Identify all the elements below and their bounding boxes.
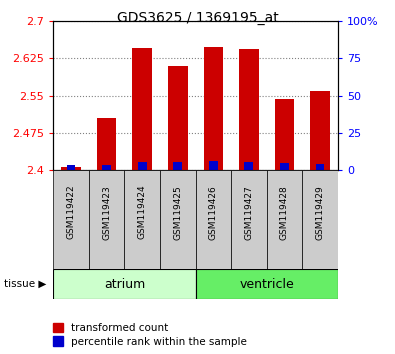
- Text: GSM119429: GSM119429: [316, 185, 324, 240]
- Bar: [53, 269, 196, 299]
- Text: GSM119427: GSM119427: [245, 185, 253, 240]
- Bar: [138, 162, 147, 170]
- Text: tissue ▶: tissue ▶: [4, 279, 46, 289]
- Text: GSM119422: GSM119422: [67, 185, 75, 239]
- Bar: [160, 170, 196, 269]
- Bar: [209, 161, 218, 170]
- Bar: [173, 162, 182, 170]
- Bar: [53, 170, 89, 269]
- Text: GDS3625 / 1369195_at: GDS3625 / 1369195_at: [117, 11, 278, 25]
- Text: GSM119423: GSM119423: [102, 185, 111, 240]
- Bar: [231, 170, 267, 269]
- Bar: [196, 170, 231, 269]
- Bar: [239, 50, 259, 170]
- Bar: [245, 162, 253, 170]
- Text: GSM119428: GSM119428: [280, 185, 289, 240]
- Bar: [280, 163, 289, 170]
- Bar: [97, 118, 117, 170]
- Bar: [316, 164, 324, 170]
- Bar: [89, 170, 124, 269]
- Text: GSM119426: GSM119426: [209, 185, 218, 240]
- Bar: [102, 165, 111, 170]
- Bar: [132, 48, 152, 170]
- Bar: [203, 47, 223, 170]
- Legend: transformed count, percentile rank within the sample: transformed count, percentile rank withi…: [51, 321, 249, 349]
- Bar: [302, 170, 338, 269]
- Text: GSM119425: GSM119425: [173, 185, 182, 240]
- Bar: [275, 99, 294, 170]
- Text: atrium: atrium: [104, 278, 145, 291]
- Text: ventricle: ventricle: [239, 278, 294, 291]
- Bar: [124, 170, 160, 269]
- Bar: [168, 66, 188, 170]
- Text: GSM119424: GSM119424: [138, 185, 147, 239]
- Bar: [61, 167, 81, 170]
- Bar: [67, 165, 75, 170]
- Bar: [196, 269, 338, 299]
- Bar: [310, 91, 330, 170]
- Bar: [267, 170, 302, 269]
